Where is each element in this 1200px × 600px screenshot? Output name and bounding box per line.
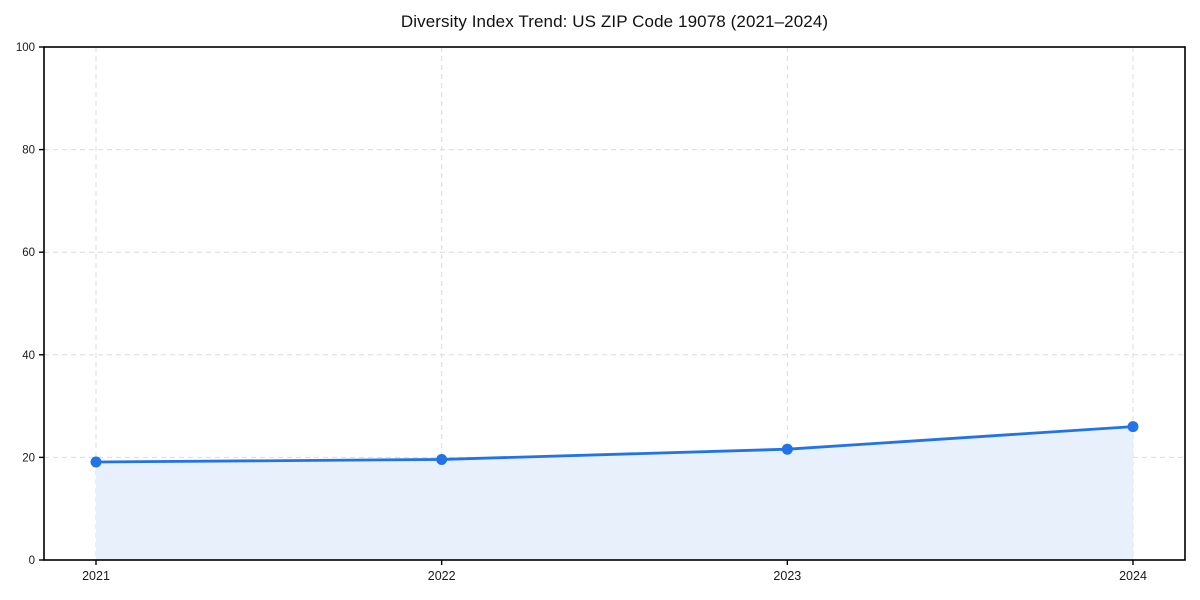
plot-border [43,46,1186,561]
axis-labels: 0 20 40 60 80 100 2021 2022 2023 2024 [16,42,1147,583]
x-tick-label-2023: 2023 [773,569,801,583]
y-tick-label-40: 40 [22,350,35,362]
axis-ticks [39,46,1134,565]
data-points [90,421,1139,468]
area-fill [96,426,1133,560]
y-tick-label-80: 80 [22,145,35,157]
data-point-2024 [1127,421,1139,433]
x-tick-label-2024: 2024 [1119,569,1147,583]
y-tick-label-60: 60 [22,247,35,259]
y-tick-label-100: 100 [16,42,35,54]
y-tick-label-0: 0 [29,555,35,567]
data-point-2023 [781,443,793,455]
data-point-2021 [90,456,102,468]
trend-line [94,425,1135,464]
x-tick-label-2021: 2021 [82,569,110,583]
x-tick-label-2022: 2022 [428,569,456,583]
data-point-2022 [436,453,448,465]
y-tick-label-20: 20 [22,452,35,464]
chart-title: Diversity Index Trend: US ZIP Code 19078… [400,12,829,31]
